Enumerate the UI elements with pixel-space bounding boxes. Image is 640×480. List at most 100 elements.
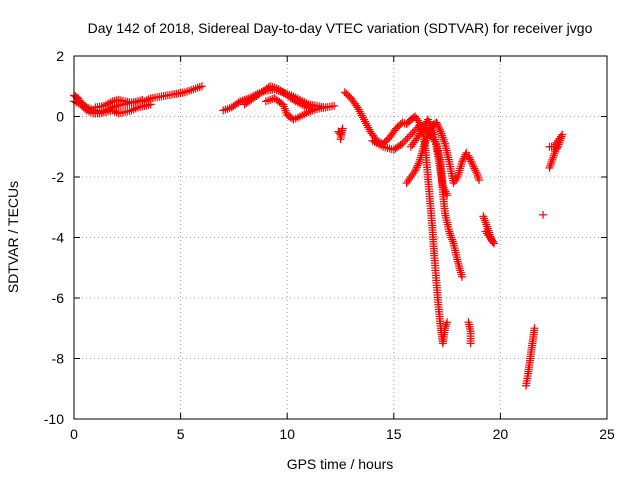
data-point — [470, 164, 479, 173]
x-tick-label: 20 — [493, 426, 509, 442]
data-point — [443, 191, 452, 200]
data-point — [197, 82, 206, 91]
data-point — [530, 324, 539, 333]
data-point — [402, 179, 411, 188]
data-point — [487, 235, 496, 244]
data-point — [457, 270, 466, 279]
data-point — [552, 138, 561, 147]
y-tick-label: -6 — [52, 290, 65, 306]
series-seg-12h — [334, 124, 347, 144]
data-point — [459, 154, 468, 163]
data-point — [72, 98, 81, 107]
data-point — [411, 166, 420, 175]
data-point — [545, 163, 554, 172]
data-point — [455, 264, 464, 273]
data-point — [549, 151, 558, 160]
data-point — [358, 113, 367, 122]
data-point — [406, 173, 415, 181]
data-point — [353, 103, 362, 112]
data-point — [411, 112, 420, 121]
data-point — [445, 229, 454, 238]
data-point — [471, 166, 480, 175]
data-point — [454, 262, 463, 271]
data-point — [404, 177, 413, 186]
data-point — [474, 174, 483, 183]
y-tick-label: 0 — [56, 109, 64, 125]
data-point — [234, 98, 243, 107]
data-point — [357, 111, 366, 120]
data-point — [336, 135, 345, 144]
data-point — [410, 127, 419, 136]
data-point — [555, 134, 564, 143]
data-point — [472, 168, 481, 177]
series-seg-late-4 — [406, 115, 452, 200]
axis-ticks: 0 5 10 15 20 25 -10 -8 -6 -4 -2 0 2 — [44, 48, 615, 442]
data-point — [433, 120, 442, 129]
data-point — [456, 162, 465, 171]
data-point — [448, 237, 457, 246]
x-tick-label: 25 — [599, 426, 615, 442]
data-point — [435, 125, 444, 134]
series-seg-22-23h — [545, 130, 567, 172]
data-point — [488, 237, 497, 246]
data-point — [442, 189, 451, 198]
data-point — [414, 159, 423, 168]
data-point — [432, 118, 441, 127]
data-point — [553, 136, 562, 145]
data-point — [413, 116, 422, 125]
series-seg-late-3 — [402, 118, 471, 188]
data-point — [359, 115, 368, 124]
data-point — [556, 132, 565, 141]
x-tick-label: 0 — [70, 426, 78, 442]
data-point — [466, 157, 475, 166]
data-point — [458, 157, 467, 166]
series-seg-21h — [521, 324, 539, 390]
data-point — [466, 155, 475, 164]
data-point — [480, 214, 489, 223]
data-point — [546, 159, 555, 168]
data-point — [321, 103, 330, 112]
data-point — [490, 239, 499, 248]
data-point — [475, 176, 484, 185]
data-point — [398, 139, 407, 148]
data-point — [443, 318, 452, 327]
y-tick-label: -2 — [52, 169, 65, 185]
data-point — [481, 218, 490, 227]
data-point — [539, 210, 548, 219]
data-point — [438, 133, 447, 142]
data-point — [558, 130, 567, 139]
data-point — [548, 155, 557, 164]
data-point — [481, 227, 490, 236]
data-point — [464, 151, 473, 160]
data-point — [408, 140, 417, 149]
data-point — [468, 160, 477, 169]
data-point — [146, 100, 155, 109]
data-point — [406, 142, 415, 151]
data-point — [434, 122, 443, 131]
data-point — [400, 137, 409, 146]
data-point — [460, 152, 469, 161]
data-point — [419, 123, 428, 132]
data-point — [418, 125, 427, 134]
data-point — [401, 136, 410, 145]
data-point — [411, 165, 420, 174]
data-point — [446, 231, 455, 240]
data-point — [405, 132, 414, 141]
data-point — [445, 227, 454, 236]
data-point — [354, 105, 363, 114]
data-point — [330, 101, 339, 110]
data-point — [421, 138, 430, 147]
data-point — [466, 339, 475, 348]
data-point — [485, 233, 494, 242]
data-point — [434, 123, 443, 132]
data-point — [440, 185, 449, 194]
y-axis-label: SDTVAR / TECUs — [5, 181, 21, 293]
data-points — [70, 82, 567, 390]
series-seg-mid-3 — [261, 94, 330, 124]
series-seg-late-6 — [464, 318, 475, 348]
data-point — [355, 107, 364, 116]
data-point — [438, 182, 447, 191]
data-point — [403, 134, 412, 143]
data-point — [436, 127, 445, 136]
